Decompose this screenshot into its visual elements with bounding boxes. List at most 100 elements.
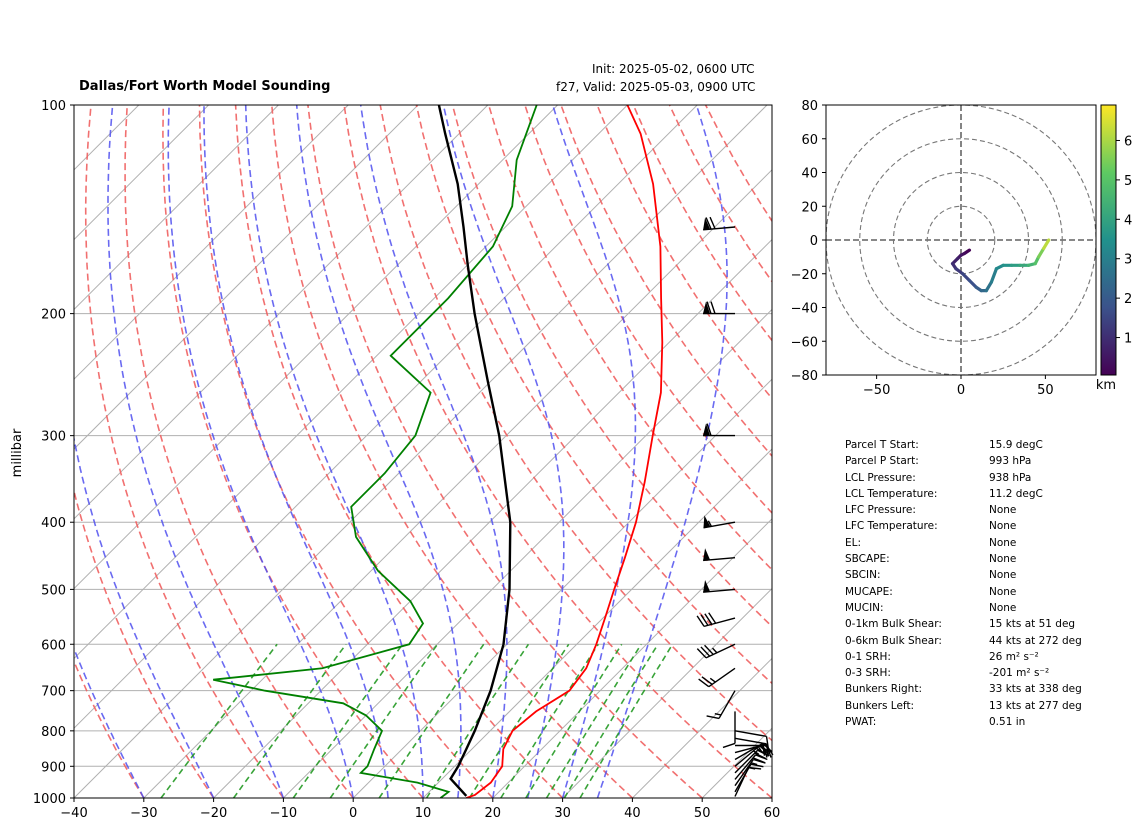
isotherm-line	[74, 105, 768, 798]
param-label: MUCAPE:	[845, 585, 893, 598]
isotherm-line	[352, 378, 772, 798]
hodograph-rings	[826, 105, 1096, 375]
hodograph-trace	[950, 238, 1051, 293]
dry-adiabat	[234, 105, 564, 798]
y-tick-label: 100	[41, 99, 66, 114]
x-tick-label: −20	[200, 806, 227, 821]
wind-barb	[703, 301, 735, 315]
dewpoint-profile	[213, 105, 538, 798]
x-tick-label: 30	[554, 806, 571, 821]
moist-adiabat	[74, 646, 145, 798]
mixing-ratio-line	[525, 643, 623, 798]
skewt-axes: −40 −30 −20 −10 0 10 20 30 40 50 60 1000 900 800 700 60…	[33, 99, 780, 821]
isotherm-line	[74, 105, 628, 660]
hodo-y-tick-label: 60	[801, 133, 818, 148]
x-tick-label: 0	[349, 806, 357, 821]
param-value: 11.2 degC	[989, 487, 1043, 500]
param-label: LCL Pressure:	[845, 471, 916, 484]
mixing-ratio-line	[378, 643, 485, 798]
temperature-profile	[466, 105, 664, 798]
param-value: 993 hPa	[989, 455, 1032, 468]
param-label: Bunkers Right:	[845, 683, 922, 696]
mixing-ratio-line	[563, 643, 659, 798]
isotherm-line	[143, 169, 772, 798]
wind-barb	[734, 730, 770, 749]
colorbar-tick-label: 5	[1124, 174, 1132, 189]
hodo-x-tick-label: 0	[957, 383, 965, 398]
mixing-ratio-line	[292, 643, 404, 798]
param-label: Bunkers Left:	[845, 699, 915, 712]
x-tick-label: 60	[764, 806, 781, 821]
hodo-y-tick-label: 0	[810, 234, 818, 249]
x-tick-label: 40	[624, 806, 641, 821]
mixing-ratio-line	[160, 643, 278, 798]
wind-barb	[706, 690, 736, 720]
moist-adiabat	[244, 105, 424, 798]
moist-adiabat	[203, 105, 389, 798]
mixing-ratio-line	[545, 643, 642, 798]
dry-adiabat	[74, 487, 215, 798]
param-value: None	[989, 504, 1017, 517]
param-value: None	[989, 536, 1017, 549]
moist-adiabat	[74, 434, 215, 798]
moist-adiabat	[551, 105, 637, 798]
param-value: None	[989, 520, 1017, 533]
mixing-ratio-line	[579, 643, 674, 798]
mixing-ratio-line	[425, 643, 530, 798]
colorbar-tick-label: 1	[1124, 332, 1132, 347]
isotherm-line	[213, 238, 772, 798]
hodograph-segment	[989, 267, 999, 284]
y-tick-label: 300	[41, 430, 66, 445]
x-tick-label: −10	[270, 806, 297, 821]
isotherm-line	[74, 105, 349, 380]
dry-adiabat	[379, 105, 772, 742]
hodograph-axes: −50 0 50 80 60 40 20 0 −20 −40 −60 −80	[791, 99, 1054, 398]
isotherm-line	[74, 105, 558, 590]
isotherm-line	[74, 105, 209, 241]
hodo-y-tick-label: 40	[801, 167, 818, 182]
wind-barb	[703, 548, 736, 562]
y-tick-label: 500	[41, 583, 66, 598]
hodograph-segment	[984, 280, 993, 293]
moist-adiabat	[442, 105, 565, 798]
isotherm-line	[422, 448, 772, 798]
mixing-ratio-line	[329, 643, 439, 798]
parcel-profile	[437, 105, 512, 797]
hodo-y-tick-label: −20	[791, 268, 818, 283]
wind-barb	[696, 643, 736, 659]
mixing-ratio-line	[232, 643, 347, 798]
hodo-y-tick-label: −80	[791, 369, 818, 384]
isotherm-line	[74, 105, 698, 729]
mixing-ratio-line	[500, 643, 599, 798]
dry-adiabat	[74, 659, 145, 798]
hodo-y-tick-label: −60	[791, 335, 818, 350]
hodo-y-tick-label: 20	[801, 200, 818, 215]
colorbar-tick-label: 2	[1124, 292, 1132, 307]
dry-adiabat	[415, 105, 772, 685]
param-label: 0-6km Bulk Shear:	[845, 634, 942, 647]
wind-barb	[698, 667, 736, 688]
init-time: Init: 2025-05-02, 0600 UTC	[592, 62, 755, 76]
isotherm-line	[632, 657, 772, 798]
param-value: 44 kts at 272 deg	[989, 634, 1082, 647]
dry-adiabat	[343, 105, 772, 798]
wind-barb	[722, 711, 736, 749]
moist-adiabat	[107, 105, 285, 798]
y-tick-label: 600	[41, 638, 66, 653]
colorbar-tick-label: 6	[1124, 134, 1132, 149]
wind-barb	[703, 216, 736, 231]
colorbar-tick-label: 3	[1124, 253, 1132, 268]
param-value: -201 m² s⁻²	[989, 667, 1050, 680]
valid-time: f27, Valid: 2025-05-03, 0900 UTC	[556, 80, 756, 94]
skewt-profiles	[213, 105, 664, 798]
mixing-ratio-line	[468, 643, 570, 798]
param-value: 13 kts at 277 deg	[989, 699, 1082, 712]
param-value: None	[989, 601, 1017, 614]
param-value: None	[989, 585, 1017, 598]
wind-barb	[734, 737, 770, 757]
colorbar-tick-label: 4	[1124, 213, 1132, 228]
param-label: SBCAPE:	[845, 553, 890, 566]
param-label: 0-1km Bulk Shear:	[845, 618, 942, 631]
dry-adiabat	[124, 105, 354, 798]
